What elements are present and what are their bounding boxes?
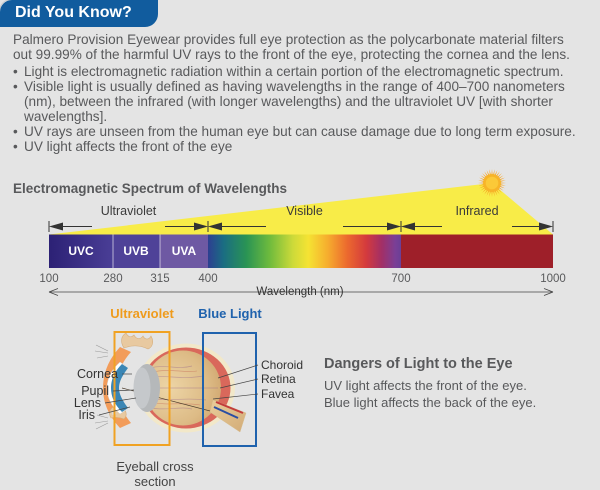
svg-text:Favea: Favea <box>261 387 295 401</box>
svg-text:Cornea: Cornea <box>77 367 118 381</box>
svg-text:Retina: Retina <box>261 372 296 386</box>
svg-text:Iris: Iris <box>78 408 95 422</box>
svg-text:Choroid: Choroid <box>261 358 303 372</box>
